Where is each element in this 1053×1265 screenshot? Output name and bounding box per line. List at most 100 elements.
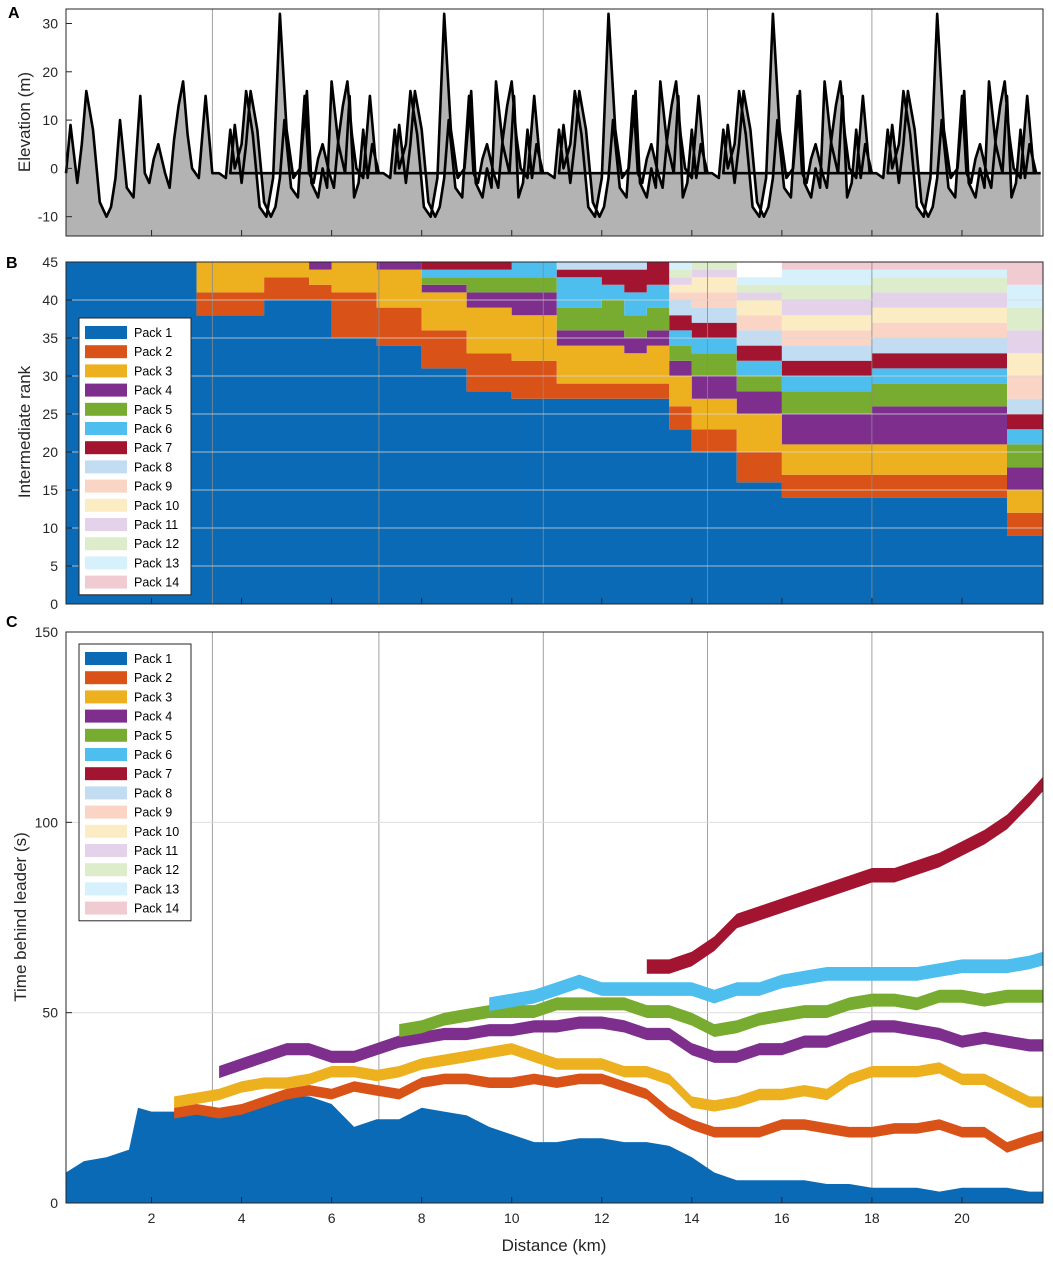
legend-entry: Pack 1 <box>134 326 172 340</box>
legend-entry: Pack 6 <box>134 748 172 762</box>
panel-label-a: A <box>8 5 20 22</box>
legend-entry: Pack 14 <box>134 576 179 590</box>
panel-b-ylabel: Intermediate rank <box>15 365 34 498</box>
y-tick-label: 0 <box>50 1195 58 1211</box>
legend-swatch <box>85 690 127 704</box>
panel-a-frame <box>65 8 1044 237</box>
x-tick-label: 10 <box>504 1210 520 1226</box>
legend-entry: Pack 12 <box>134 863 179 877</box>
panel-a-ylabel: Elevation (m) <box>15 72 34 172</box>
legend-entry: Pack 9 <box>134 806 172 820</box>
legend-entry: Pack 7 <box>134 767 172 781</box>
legend-swatch <box>85 748 127 761</box>
legend-swatch <box>85 575 127 589</box>
legend-swatch <box>85 364 127 378</box>
legend-swatch <box>85 786 127 800</box>
legend-entry: Pack 3 <box>134 364 172 378</box>
rank-band-pack-4 <box>66 262 1043 506</box>
elevation-profile <box>64 12 1041 236</box>
legend-entry: Pack 2 <box>134 671 172 685</box>
rank-band-pack-10 <box>66 262 1043 384</box>
panel-a-y-ticks: -10 0 10 20 30 <box>38 15 72 225</box>
legend-entry: Pack 4 <box>134 384 172 398</box>
legend-entry: Pack 10 <box>134 825 179 839</box>
y-tick-label: 150 <box>35 624 59 640</box>
legend-swatch <box>85 537 127 551</box>
legend-swatch <box>85 767 127 781</box>
y-tick-label: 0 <box>50 596 58 612</box>
gap-band-pack-1 <box>66 1096 1043 1203</box>
legend-swatch <box>85 441 127 455</box>
x-axis-ticks: 2 4 6 8 10 12 14 16 18 20 <box>148 230 970 1226</box>
x-tick-label: 16 <box>774 1210 790 1226</box>
legend-swatch <box>85 460 127 474</box>
legend-entry: Pack 13 <box>134 882 179 896</box>
legend-entry: Pack 10 <box>134 499 179 513</box>
y-tick-label: 10 <box>42 112 58 128</box>
y-tick-label: 100 <box>35 814 59 830</box>
x-tick-label: 4 <box>238 1210 246 1226</box>
panel-b-legend: Pack 1 Pack 2 Pack 3 Pack 4 Pack 5 Pack 6 Pack… <box>78 317 192 596</box>
x-tick-label: 8 <box>418 1210 426 1226</box>
x-tick-label: 14 <box>684 1210 700 1226</box>
legend-entry: Pack 5 <box>134 403 172 417</box>
y-tick-label: 30 <box>42 368 58 384</box>
legend-swatch <box>85 824 127 838</box>
legend-box <box>78 317 192 596</box>
y-tick-label: 35 <box>42 330 58 346</box>
panel-b-frame <box>65 261 1044 605</box>
y-tick-label: 45 <box>42 254 58 270</box>
legend-swatch <box>85 652 127 665</box>
y-tick-label: 40 <box>42 292 58 308</box>
y-tick-label: 10 <box>42 520 58 536</box>
legend-swatch <box>85 901 127 915</box>
legend-swatch <box>85 479 127 493</box>
panel-c-frame <box>65 631 1044 1204</box>
legend-swatch <box>85 728 127 742</box>
gap-band-pack-7 <box>646 776 1043 974</box>
rank-band-pack-1 <box>66 262 1043 604</box>
legend-entry: Pack 7 <box>134 441 172 455</box>
legend-swatch <box>85 805 127 819</box>
legend-swatch <box>85 345 127 359</box>
legend-entry: Pack 8 <box>134 786 172 800</box>
y-tick-label: 30 <box>42 15 58 31</box>
legend-entry: Pack 4 <box>134 710 172 724</box>
y-tick-label: 20 <box>42 444 58 460</box>
legend-swatch <box>85 402 127 416</box>
x-tick-label: 6 <box>328 1210 336 1226</box>
rank-band-pack-2 <box>66 262 1043 551</box>
legend-swatch <box>85 863 127 877</box>
y-tick-label: 5 <box>50 558 58 574</box>
y-tick-label: 25 <box>42 406 58 422</box>
panel-label-b: B <box>6 255 18 272</box>
panel-b-rank: B Intermediate rank 0 5 10 15 20 25 30 35 40 45 P… <box>6 254 1044 612</box>
x-tick-label: 18 <box>864 1210 880 1226</box>
x-axis-label: Distance (km) <box>502 1236 607 1255</box>
legend-entry: Pack 3 <box>134 690 172 704</box>
legend-entry: Pack 9 <box>134 480 172 494</box>
panel-label-c: C <box>6 614 18 631</box>
x-tick-label: 12 <box>594 1210 610 1226</box>
gap-band-pack-6 <box>489 951 1043 1012</box>
legend-entry: Pack 2 <box>134 345 172 359</box>
rank-band-pack-11 <box>66 262 1043 361</box>
legend-entry: Pack 1 <box>134 652 172 666</box>
gap-band-pack-3 <box>174 1043 1044 1112</box>
panel-b-y-ticks: 0 5 10 15 20 25 30 35 40 45 <box>42 254 72 612</box>
legend-swatch <box>85 383 127 397</box>
legend-entry: Pack 11 <box>134 518 178 532</box>
x-tick-label: 20 <box>954 1210 970 1226</box>
panel-a-elevation: A Elevation (m) -10 0 10 20 30 <box>8 5 1044 237</box>
legend-swatch <box>85 882 127 896</box>
legend-swatch <box>85 844 127 857</box>
y-tick-label: -10 <box>38 209 58 225</box>
legend-swatch <box>85 518 127 531</box>
legend-entry: Pack 12 <box>134 537 179 551</box>
rank-band-pack-9 <box>66 262 1043 407</box>
elevation-line <box>64 12 1041 218</box>
legend-entry: Pack 8 <box>134 460 172 474</box>
rank-band-pack-14 <box>66 262 1043 293</box>
